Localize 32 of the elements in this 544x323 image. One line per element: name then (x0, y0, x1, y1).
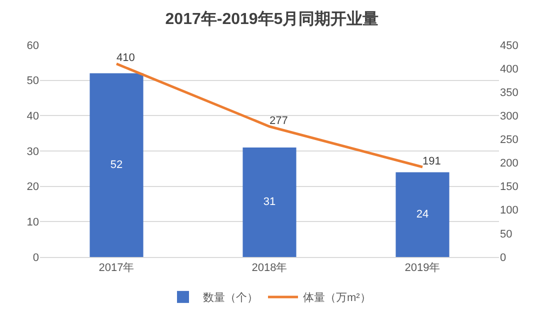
y2-tick-label: 150 (500, 181, 518, 194)
y-tick-label: 10 (26, 216, 39, 229)
y-tick-label: 60 (26, 40, 39, 52)
data-label: 410 (116, 52, 135, 64)
x-tick-label: 2017年 (98, 262, 134, 274)
data-label: 277 (270, 114, 288, 127)
y2-tick-label: 100 (500, 204, 518, 217)
x-tick-label: 2019年 (404, 262, 440, 274)
y2-tick-label: 450 (500, 40, 518, 52)
legend-label: 数量（个） (203, 292, 258, 304)
y2-tick-label: 250 (500, 134, 518, 146)
y2-tick-label: 350 (500, 86, 518, 99)
y-tick-label: 20 (26, 181, 39, 194)
y2-tick-label: 200 (500, 158, 518, 170)
y2-tick-label: 300 (500, 110, 518, 123)
bar (90, 73, 144, 257)
x-tick-label: 2018年 (252, 262, 288, 274)
data-label: 52 (110, 159, 123, 172)
data-label: 191 (422, 155, 441, 168)
y2-tick-label: 0 (500, 252, 506, 264)
y-tick-label: 50 (26, 75, 39, 88)
y-tick-label: 0 (32, 252, 39, 264)
legend-label: 体量（万m²） (303, 292, 371, 304)
data-label: 24 (416, 208, 429, 221)
bar (396, 172, 450, 257)
data-label: 31 (263, 196, 276, 208)
y2-tick-label: 400 (500, 63, 518, 76)
bar (242, 147, 296, 257)
chart-title: 2017年-2019年5月同期开业量 (165, 10, 379, 28)
y2-tick-label: 50 (500, 228, 512, 240)
y-tick-label: 40 (26, 110, 39, 123)
y-tick-label: 30 (26, 146, 39, 158)
